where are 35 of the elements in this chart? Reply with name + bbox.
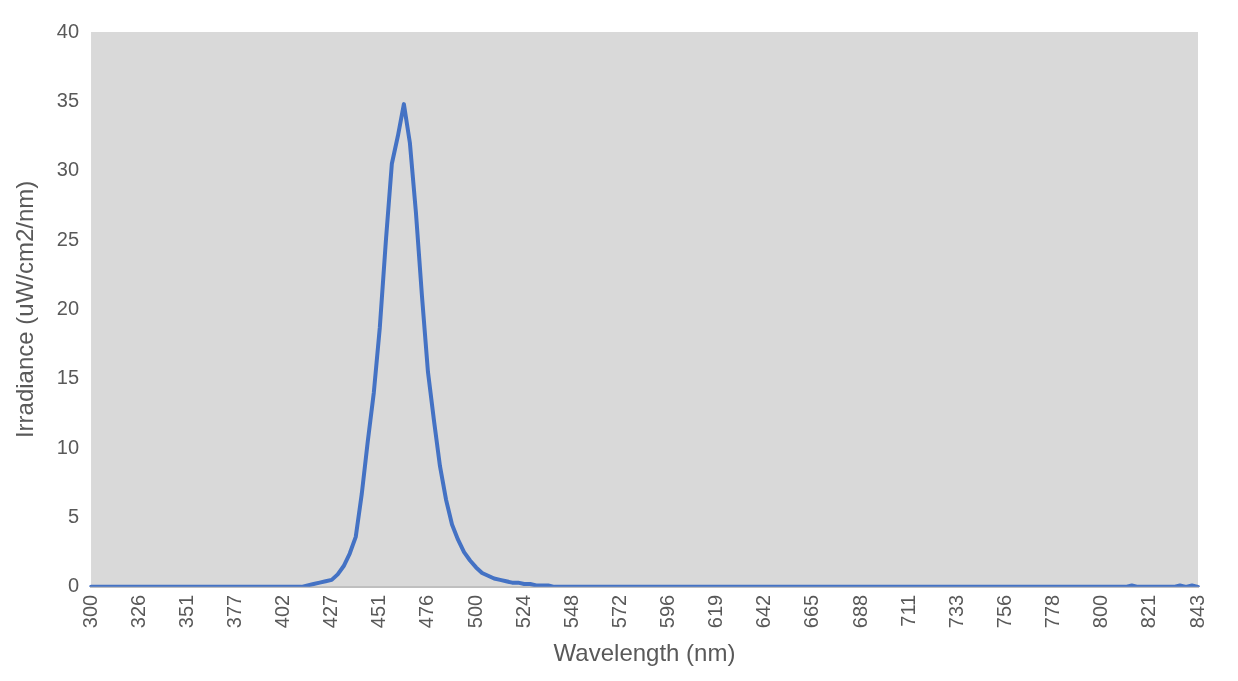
y-tick-label: 0 [67,574,80,597]
y-tick-label: 20 [56,296,80,319]
x-tick-label: 596 [656,594,679,629]
x-tick-label: 451 [367,594,390,629]
y-tick-label: 25 [56,227,80,250]
x-tick-label: 711 [896,594,919,627]
y-tick-label: 10 [56,435,80,458]
x-tick-label: 619 [704,594,727,629]
y-tick-label: 30 [56,158,80,181]
x-tick-label: 377 [222,594,245,629]
x-tick-label: 326 [126,594,149,629]
x-tick-label: 524 [511,594,534,629]
x-tick-label: 500 [463,594,486,629]
x-tick-label: 843 [1185,594,1208,629]
y-axis-title: Irradiance (uW/cm2/nm) [11,180,39,439]
x-tick-label: 756 [993,594,1015,629]
y-tick-label: 35 [56,88,80,111]
x-tick-label: 665 [800,594,823,629]
x-tick-label: 821 [1137,594,1160,629]
x-tick-label: 733 [944,594,967,629]
x-tick-label: 642 [752,594,775,629]
x-tick-label: 402 [271,594,294,629]
x-tick-label: 300 [78,594,101,629]
y-tick-label: 40 [56,19,80,42]
x-tick-label: 548 [559,594,582,629]
x-tick-label: 351 [174,594,197,629]
x-tick-label: 688 [848,594,871,629]
y-tick-label: 15 [56,366,80,389]
x-tick-label: 572 [607,594,630,629]
x-tick-label: 476 [415,594,438,629]
y-tick-label: 5 [67,504,80,527]
x-tick-label: 778 [1041,594,1064,629]
x-axis-title: Wavelength (nm) [553,639,736,667]
x-tick-label: 800 [1089,594,1112,629]
x-tick-label: 427 [319,594,342,629]
